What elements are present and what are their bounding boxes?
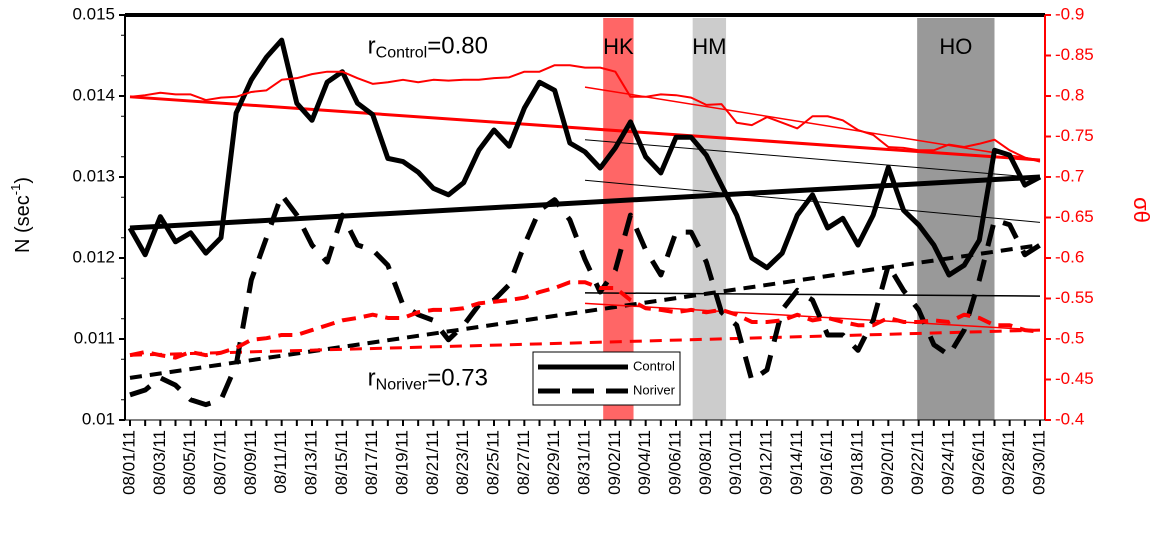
span-label: HM <box>692 34 726 59</box>
trend-line <box>584 179 1041 223</box>
x-tick-label: 09/08/11 <box>696 430 715 495</box>
y-tick-label: 0.013 <box>72 166 115 185</box>
y2-tick-label: -0.5 <box>1055 328 1084 347</box>
span-label: HO <box>939 34 972 59</box>
y2-tick-label: -0.8 <box>1055 85 1084 104</box>
x-tick-label: 09/06/11 <box>665 430 684 495</box>
y2-tick-label: -0.65 <box>1055 207 1094 226</box>
x-tick-label: 08/25/11 <box>483 430 502 495</box>
x-tick-label: 08/29/11 <box>544 430 563 495</box>
x-tick-label: 09/14/11 <box>787 430 806 495</box>
trend-line <box>129 95 1041 162</box>
legend-box <box>532 351 681 406</box>
event-span <box>692 18 727 420</box>
y-axis-label: N (sec-1) <box>8 177 34 253</box>
y2-tick-label: -0.9 <box>1055 4 1084 23</box>
y2-tick-label: -0.85 <box>1055 45 1094 64</box>
x-tick-label: 08/15/11 <box>332 430 351 495</box>
annotation: rNoriver=0.73 <box>368 365 488 394</box>
annotation-value: =0.73 <box>427 365 488 392</box>
x-tick-label: 08/23/11 <box>453 430 472 495</box>
y-label-text: N (sec <box>12 195 34 253</box>
y2-tick-label: -0.4 <box>1055 409 1084 428</box>
y2-tick-label: -0.55 <box>1055 288 1094 307</box>
annotation-value: =0.80 <box>427 33 488 60</box>
x-tick-label: 08/09/11 <box>241 430 260 495</box>
trend-line <box>129 328 1041 357</box>
x-tick-label: 08/11/11 <box>271 430 290 494</box>
legend-label: Control <box>633 358 675 373</box>
trend-line <box>129 174 1041 231</box>
y-tick-label: 0.014 <box>72 85 115 104</box>
x-tick-label: 08/13/11 <box>301 430 320 495</box>
x-tick-label: 09/10/11 <box>726 430 745 495</box>
x-tick-label: 08/21/11 <box>423 430 442 495</box>
x-tick-label: 08/05/11 <box>180 430 199 495</box>
trend-line <box>584 292 1041 297</box>
y-label-after: ) <box>12 177 34 184</box>
annotation-sub: Control <box>376 45 428 62</box>
y2-tick-label: -0.6 <box>1055 247 1084 266</box>
annotation-r: r <box>368 365 376 392</box>
y-tick-label: 0.011 <box>74 328 115 347</box>
series-line <box>129 192 1042 408</box>
series-line <box>127 37 1042 278</box>
x-tick-label: 08/03/11 <box>150 430 169 495</box>
x-tick-label: 09/04/11 <box>635 430 654 495</box>
x-tick-label: 09/30/11 <box>1029 430 1048 495</box>
trend-line <box>584 139 1041 179</box>
x-tick-label: 08/19/11 <box>392 430 411 495</box>
x-tick-label: 08/27/11 <box>514 430 533 495</box>
y2-axis-label: σθ <box>1129 197 1154 223</box>
x-tick-label: 08/17/11 <box>362 430 381 495</box>
x-tick-label: 08/01/11 <box>119 430 138 495</box>
series-line <box>129 280 1041 360</box>
x-tick-label: 09/26/11 <box>969 430 988 495</box>
x-tick-label: 09/02/11 <box>605 430 624 495</box>
trend-line <box>129 243 1041 380</box>
y-label-sup: -1 <box>8 184 23 196</box>
y-tick-label: 0.015 <box>72 4 115 23</box>
annotation-sub: Noriver <box>376 377 428 394</box>
y-tick-label: 0.012 <box>72 247 115 266</box>
x-tick-label: 09/18/11 <box>847 430 866 495</box>
x-tick-label: 09/22/11 <box>908 430 927 495</box>
x-tick-label: 09/20/11 <box>878 430 897 495</box>
x-tick-label: 09/28/11 <box>999 430 1018 495</box>
annotation-r: r <box>368 33 376 60</box>
span-label: HK <box>603 34 634 59</box>
y2-tick-label: -0.7 <box>1055 166 1084 185</box>
legend-label: Noriver <box>633 382 676 397</box>
x-tick-label: 09/16/11 <box>817 430 836 495</box>
series-line <box>129 64 1041 163</box>
x-tick-label: 08/07/11 <box>210 430 229 495</box>
x-tick-label: 09/24/11 <box>938 430 957 495</box>
annotation: rControl=0.80 <box>368 33 488 62</box>
y2-tick-label: -0.45 <box>1055 369 1094 388</box>
trend-line <box>584 302 1041 331</box>
y-tick-label: 0.01 <box>82 409 115 428</box>
x-tick-label: 09/12/11 <box>756 430 775 495</box>
y2-tick-label: -0.75 <box>1055 126 1094 145</box>
x-tick-label: 08/31/11 <box>574 430 593 495</box>
